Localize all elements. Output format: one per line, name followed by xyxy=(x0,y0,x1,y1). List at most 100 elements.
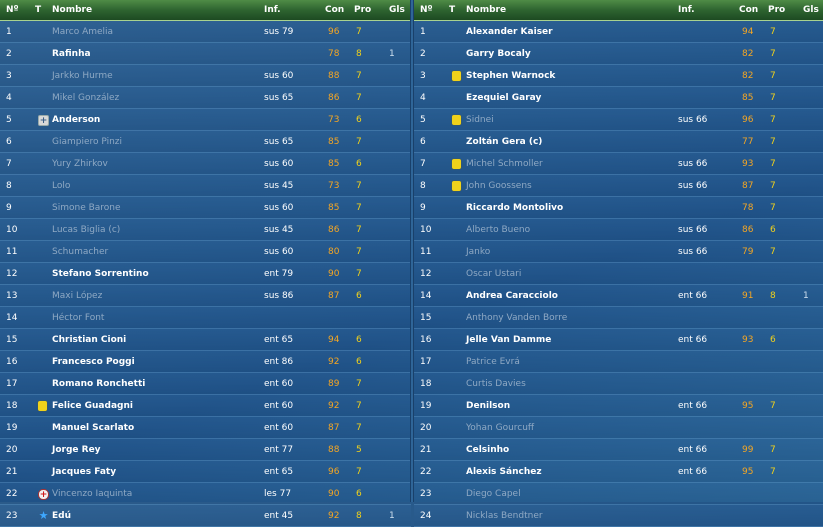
header-gls[interactable]: Gls xyxy=(389,5,405,15)
player-row[interactable]: 18 Felice Guadagni ent 60 92 7 xyxy=(0,395,411,417)
player-info: sus 60 xyxy=(264,71,294,81)
player-condition: 82 xyxy=(742,71,754,81)
player-row[interactable]: 19 Denilson ent 66 95 7 xyxy=(414,395,823,417)
player-row[interactable]: 9 Riccardo Montolivo 78 7 xyxy=(414,197,823,219)
player-row[interactable]: 20 Jorge Rey ent 77 88 5 xyxy=(0,439,411,461)
player-row[interactable]: 15 Anthony Vanden Borre xyxy=(414,307,823,329)
player-row[interactable]: 19 Manuel Scarlato ent 60 87 7 xyxy=(0,417,411,439)
player-number: 14 xyxy=(420,291,432,301)
player-name: Michel Schmoller xyxy=(466,159,543,169)
player-number: 13 xyxy=(6,291,18,301)
player-row[interactable]: 12 Oscar Ustari xyxy=(414,263,823,285)
header-pro[interactable]: Pro xyxy=(354,5,372,15)
player-info: sus 66 xyxy=(678,247,708,257)
player-name: Yury Zhirkov xyxy=(52,159,108,169)
away-table-header: Nº T Nombre Inf. Con Pro Gls xyxy=(414,0,823,21)
player-name: Stefano Sorrentino xyxy=(52,269,149,279)
player-name: Nicklas Bendtner xyxy=(466,511,543,521)
player-row[interactable]: 6 Giampiero Pinzi sus 65 85 7 xyxy=(0,131,411,153)
player-row[interactable]: 5 Anderson 73 6 + xyxy=(0,109,411,131)
header-num[interactable]: Nº xyxy=(420,5,433,15)
player-row[interactable]: 4 Mikel González sus 65 86 7 xyxy=(0,87,411,109)
header-pro[interactable]: Pro xyxy=(768,5,786,15)
player-row[interactable]: 14 Héctor Font xyxy=(0,307,411,329)
star-icon: ★ xyxy=(38,509,49,522)
player-row[interactable]: 7 Michel Schmoller sus 66 93 7 xyxy=(414,153,823,175)
header-num[interactable]: Nº xyxy=(6,5,19,15)
player-number: 8 xyxy=(6,181,12,191)
player-row[interactable]: 10 Alberto Bueno sus 66 86 6 xyxy=(414,219,823,241)
player-row[interactable]: 8 Lolo sus 45 73 7 xyxy=(0,175,411,197)
player-rating: 7 xyxy=(356,93,362,103)
header-gls[interactable]: Gls xyxy=(803,5,819,15)
player-number: 22 xyxy=(420,467,432,477)
player-row[interactable]: 3 Stephen Warnock 82 7 xyxy=(414,65,823,87)
player-row[interactable]: 7 Yury Zhirkov sus 60 85 6 xyxy=(0,153,411,175)
header-nombre[interactable]: Nombre xyxy=(52,5,93,15)
header-inf[interactable]: Inf. xyxy=(678,5,695,15)
header-inf[interactable]: Inf. xyxy=(264,5,281,15)
player-info: ent 65 xyxy=(264,467,294,477)
player-row[interactable]: 2 Garry Bocaly 82 7 xyxy=(414,43,823,65)
player-info: ent 60 xyxy=(264,401,294,411)
player-row[interactable]: 16 Francesco Poggi ent 86 92 6 xyxy=(0,351,411,373)
player-number: 1 xyxy=(6,27,12,37)
player-number: 16 xyxy=(420,335,432,345)
player-row[interactable]: 6 Zoltán Gera (c) 77 7 xyxy=(414,131,823,153)
player-row[interactable]: 11 Schumacher sus 60 80 7 xyxy=(0,241,411,263)
player-row[interactable]: 15 Christian Cioni ent 65 94 6 xyxy=(0,329,411,351)
player-row[interactable]: 4 Ezequiel Garay 85 7 xyxy=(414,87,823,109)
header-nombre[interactable]: Nombre xyxy=(466,5,507,15)
player-row[interactable]: 8 John Goossens sus 66 87 7 xyxy=(414,175,823,197)
player-condition: 96 xyxy=(328,27,340,37)
player-rating: 7 xyxy=(770,49,776,59)
player-row[interactable]: 16 Jelle Van Damme ent 66 93 6 xyxy=(414,329,823,351)
player-condition: 93 xyxy=(742,335,754,345)
player-row[interactable]: 18 Curtis Davies xyxy=(414,373,823,395)
header-con[interactable]: Con xyxy=(325,5,345,15)
player-number: 12 xyxy=(6,269,18,279)
player-row[interactable]: 11 Janko sus 66 79 7 xyxy=(414,241,823,263)
player-number: 7 xyxy=(420,159,426,169)
player-row[interactable]: 24 Nicklas Bendtner xyxy=(414,505,823,527)
player-row[interactable]: 2 Rafinha 78 8 1 xyxy=(0,43,411,65)
player-row[interactable]: 23 Edú ent 45 92 8 1 ★ xyxy=(0,505,411,527)
player-name: Francesco Poggi xyxy=(52,357,135,367)
player-row[interactable]: 1 Alexander Kaiser 94 7 xyxy=(414,21,823,43)
player-number: 19 xyxy=(420,401,432,411)
player-row[interactable]: 13 Maxi López sus 86 87 6 xyxy=(0,285,411,307)
player-row[interactable]: 21 Celsinho ent 66 99 7 xyxy=(414,439,823,461)
header-t[interactable]: T xyxy=(35,5,42,15)
player-row[interactable]: 3 Jarkko Hurme sus 60 88 7 xyxy=(0,65,411,87)
player-number: 12 xyxy=(420,269,432,279)
header-con[interactable]: Con xyxy=(739,5,759,15)
player-row[interactable]: 17 Romano Ronchetti ent 60 89 7 xyxy=(0,373,411,395)
player-row[interactable]: 17 Patrice Evrá xyxy=(414,351,823,373)
player-number: 2 xyxy=(420,49,426,59)
player-condition: 91 xyxy=(742,291,754,301)
player-row[interactable]: 21 Jacques Faty ent 65 96 7 xyxy=(0,461,411,483)
player-condition: 95 xyxy=(742,467,754,477)
yellow-card-icon xyxy=(452,71,461,81)
player-rating: 6 xyxy=(356,489,362,499)
player-condition: 85 xyxy=(328,203,340,213)
player-number: 15 xyxy=(420,313,432,323)
player-rating: 7 xyxy=(356,401,362,411)
player-row[interactable]: 10 Lucas Biglia (c) sus 45 86 7 xyxy=(0,219,411,241)
player-row[interactable]: 14 Andrea Caracciolo ent 66 91 8 1 xyxy=(414,285,823,307)
player-row[interactable]: 5 Sidnei sus 66 96 7 xyxy=(414,109,823,131)
away-team-lineup-panel: Nº T Nombre Inf. Con Pro Gls 1 Alexander … xyxy=(414,0,823,527)
player-row[interactable]: 22 Alexis Sánchez ent 66 95 7 xyxy=(414,461,823,483)
player-row[interactable]: 12 Stefano Sorrentino ent 79 90 7 xyxy=(0,263,411,285)
yellow-card-icon xyxy=(452,115,461,125)
header-t[interactable]: T xyxy=(449,5,456,15)
player-row[interactable]: 20 Yohan Gourcuff xyxy=(414,417,823,439)
player-name: Alberto Bueno xyxy=(466,225,531,235)
player-row[interactable]: 9 Simone Barone sus 60 85 7 xyxy=(0,197,411,219)
yellow-card-icon xyxy=(38,401,47,411)
player-rating: 7 xyxy=(356,27,362,37)
player-condition: 80 xyxy=(328,247,340,257)
player-row[interactable]: 22 Vincenzo Iaquinta les 77 90 6 + xyxy=(0,483,411,505)
player-row[interactable]: 1 Marco Amelia sus 79 96 7 xyxy=(0,21,411,43)
player-rating: 7 xyxy=(770,247,776,257)
